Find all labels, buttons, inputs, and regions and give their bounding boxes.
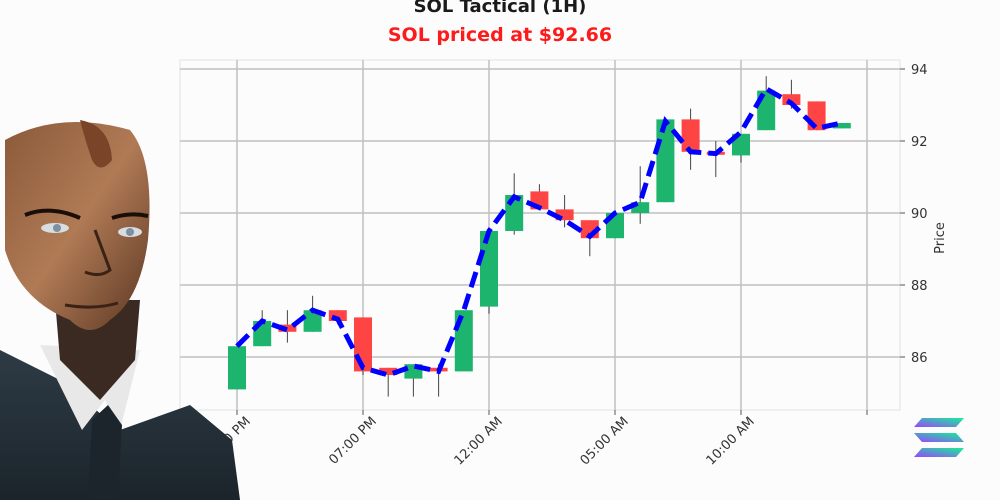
trend-line <box>235 85 843 378</box>
price-subtitle: SOL priced at $92.66 <box>387 24 613 46</box>
y-axis-label: Price <box>933 222 948 254</box>
eyebrow-right <box>111 212 149 220</box>
svg-text:12:00 AM: 12:00 AM <box>452 414 506 468</box>
eyebrow-left <box>24 208 81 220</box>
chart-title: SOL Tactical (1H) <box>413 0 587 17</box>
svg-text:07:00 PM: 07:00 PM <box>326 414 379 467</box>
plot-area <box>179 59 901 411</box>
nose <box>84 229 112 277</box>
solana-logo-icon <box>914 418 964 457</box>
suit-jacket <box>0 350 240 500</box>
y-axis: 86 88 90 92 94 <box>900 63 928 366</box>
svg-text:05:00 AM: 05:00 AM <box>578 414 632 468</box>
svg-text:86: 86 <box>911 351 928 366</box>
head <box>5 122 150 330</box>
svg-text:10:00 AM: 10:00 AM <box>704 414 758 468</box>
svg-text:88: 88 <box>911 279 928 294</box>
svg-text:94: 94 <box>911 63 928 78</box>
svg-text:92: 92 <box>911 135 928 150</box>
mouth <box>64 301 119 309</box>
head-plate <box>80 120 112 168</box>
android-portrait <box>0 120 240 500</box>
svg-text:90: 90 <box>911 207 928 222</box>
tie <box>88 405 122 500</box>
